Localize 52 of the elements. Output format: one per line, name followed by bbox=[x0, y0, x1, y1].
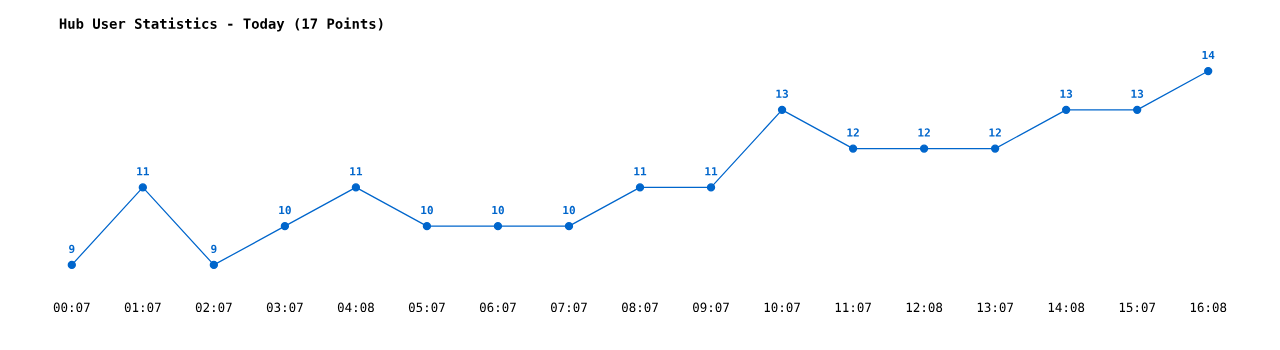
data-label: 13 bbox=[776, 89, 789, 98]
x-tick-label: 12:08 bbox=[906, 302, 943, 313]
point bbox=[493, 221, 503, 231]
point bbox=[706, 183, 716, 192]
data-label: 10 bbox=[421, 205, 433, 215]
x-tick-label: 09:07 bbox=[693, 302, 729, 313]
point bbox=[848, 144, 858, 153]
data-label: 9 bbox=[211, 244, 217, 254]
x-tick-label: 04:08 bbox=[337, 302, 374, 313]
point bbox=[1204, 66, 1213, 76]
point bbox=[1061, 105, 1071, 115]
point bbox=[67, 260, 76, 270]
x-tick-label: 14:08 bbox=[1048, 302, 1085, 313]
point bbox=[351, 183, 361, 192]
data-label: 10 bbox=[492, 205, 504, 215]
point bbox=[422, 221, 432, 231]
point bbox=[1133, 105, 1142, 115]
x-tick-label: 05:07 bbox=[408, 302, 445, 313]
x-tick-label: 10:07 bbox=[764, 302, 800, 313]
x-tick-label: 01:07 bbox=[124, 302, 161, 313]
data-label: 11 bbox=[137, 167, 149, 176]
x-tick-label: 13:07 bbox=[977, 302, 1013, 313]
data-label: 9 bbox=[69, 244, 75, 254]
data-label: 11 bbox=[705, 167, 718, 176]
point bbox=[919, 144, 929, 153]
x-tick-label: 15:07 bbox=[1119, 302, 1156, 313]
point bbox=[990, 144, 1000, 153]
data-label: 13 bbox=[1060, 89, 1073, 98]
x-tick-label: 02:07 bbox=[195, 302, 232, 313]
point bbox=[777, 105, 787, 115]
x-tick-label: 03:07 bbox=[266, 302, 303, 313]
x-tick-label: 08:07 bbox=[622, 302, 658, 313]
data-label: 11 bbox=[634, 167, 647, 176]
data-label: 12 bbox=[989, 128, 1001, 137]
point bbox=[280, 221, 290, 231]
point bbox=[564, 221, 574, 231]
x-tick-label: 00:07 bbox=[53, 302, 90, 313]
point bbox=[635, 183, 645, 192]
x-tick-label: 06:07 bbox=[479, 302, 516, 313]
data-label: 10 bbox=[563, 205, 575, 215]
point bbox=[209, 260, 219, 270]
data-label: 12 bbox=[847, 128, 859, 137]
data-label: 10 bbox=[279, 205, 291, 215]
data-label: 11 bbox=[350, 167, 363, 176]
x-tick-label: 07:07 bbox=[550, 302, 587, 313]
data-label: 12 bbox=[918, 128, 930, 137]
x-tick-label: 16:08 bbox=[1190, 302, 1227, 313]
point bbox=[138, 183, 147, 192]
data-label: 13 bbox=[1131, 89, 1144, 98]
data-label: 14 bbox=[1202, 50, 1215, 60]
x-tick-label: 11:07 bbox=[835, 302, 871, 313]
chart-title: Hub User Statistics - Today (17 Points) bbox=[59, 17, 383, 32]
